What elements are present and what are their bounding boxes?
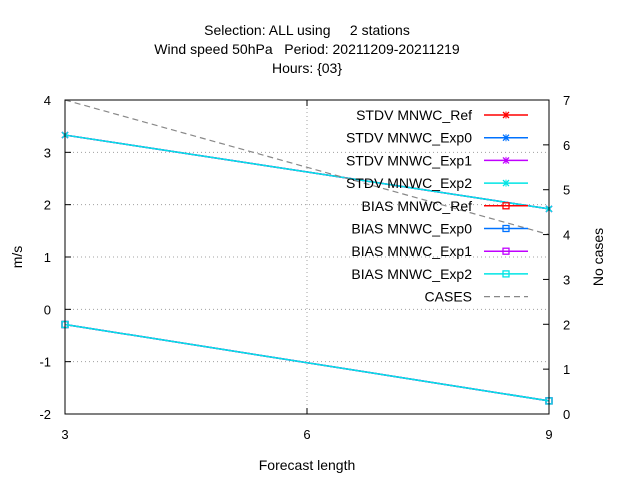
- y-tick-label: 3: [44, 145, 51, 160]
- series-line: [64, 99, 550, 236]
- y-axis-label: m/s: [9, 246, 25, 269]
- legend-marker: [502, 247, 510, 255]
- axes: -2 -1 0 1 2 3 4 0 1 2 3 4 5 6 7 3 6 9: [39, 93, 570, 442]
- legend-marker: [502, 224, 510, 233]
- legend-label: BIAS MNWC_Exp1: [351, 243, 472, 259]
- plot-area: [61, 99, 553, 405]
- x-tick-label: 9: [545, 427, 552, 442]
- legend-marker: [502, 270, 510, 278]
- series-line: [64, 323, 550, 402]
- legend-marker: [502, 156, 510, 164]
- y2-tick-label: 4: [563, 228, 570, 243]
- x-tick-label: 6: [303, 427, 310, 442]
- legend-marker: [502, 179, 510, 187]
- y2-tick-label: 6: [563, 138, 570, 153]
- y2-tick-label: 5: [563, 183, 570, 198]
- y2-tick-label: 0: [563, 407, 570, 422]
- legend-marker: [502, 134, 510, 142]
- x-axis-label: Forecast length: [259, 457, 356, 473]
- grid: [65, 100, 549, 414]
- y-tick-label: -2: [39, 407, 51, 422]
- y-tick-label: 2: [44, 198, 51, 213]
- y2-axis-label: No cases: [590, 228, 606, 286]
- legend-label: BIAS MNWC_Ref: [362, 198, 473, 214]
- legend-label: STDV MNWC_Exp2: [346, 175, 472, 191]
- y2-tick-label: 7: [563, 93, 570, 108]
- chart-title: Selection: ALL using 2 stations Wind spee…: [154, 22, 460, 76]
- legend-label: CASES: [425, 289, 472, 305]
- legend-marker: [502, 202, 510, 210]
- y2-tick-label: 1: [563, 362, 570, 377]
- series-line: [64, 134, 550, 210]
- title-line: Hours: {03}: [272, 60, 342, 76]
- legend-marker: [502, 111, 510, 119]
- x-tick-label: 3: [61, 427, 68, 442]
- title-line: Selection: ALL using 2 stations: [204, 22, 410, 38]
- legend-label: STDV MNWC_Exp0: [346, 130, 472, 146]
- legend: STDV MNWC_Ref STDV MNWC_Exp0 STDV MNWC_Exp…: [346, 107, 528, 305]
- y-tick-label: -1: [39, 355, 51, 370]
- y2-tick-label: 3: [563, 272, 570, 287]
- y-tick-label: 1: [44, 250, 51, 265]
- y2-tick-label: 2: [563, 317, 570, 332]
- legend-label: STDV MNWC_Ref: [356, 107, 472, 123]
- legend-label: STDV MNWC_Exp1: [346, 152, 472, 168]
- title-line: Wind speed 50hPa Period: 20211209-202112…: [154, 41, 460, 57]
- y-tick-label: 4: [44, 93, 51, 108]
- legend-label: BIAS MNWC_Exp0: [351, 221, 472, 237]
- legend-label: BIAS MNWC_Exp2: [351, 266, 472, 282]
- y-tick-label: 0: [44, 302, 51, 317]
